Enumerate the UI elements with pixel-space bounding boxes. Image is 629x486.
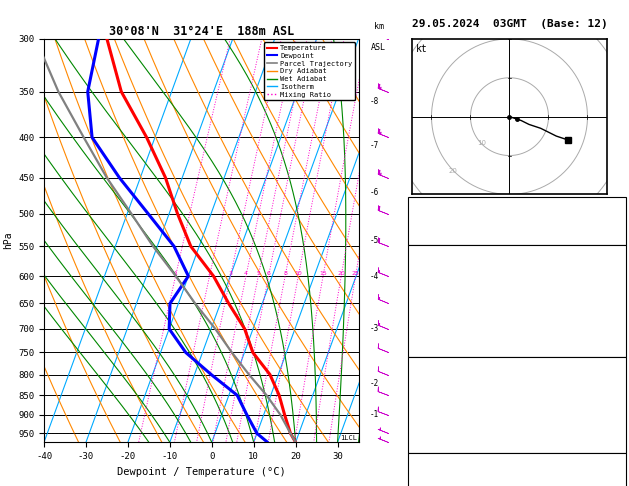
Text: CIN (J): CIN (J) (411, 441, 451, 450)
Text: -1: -1 (369, 410, 379, 419)
Legend: Temperature, Dewpoint, Parcel Trajectory, Dry Adiabat, Wet Adiabat, Isotherm, Mi: Temperature, Dewpoint, Parcel Trajectory… (264, 42, 355, 100)
Text: ASL: ASL (371, 43, 386, 52)
Text: -92: -92 (596, 473, 613, 482)
Text: 3: 3 (228, 271, 233, 276)
Text: Hodograph: Hodograph (491, 458, 543, 467)
Text: Lifted Index: Lifted Index (411, 312, 480, 321)
Text: -6: -6 (369, 188, 379, 197)
Text: 5: 5 (608, 409, 613, 417)
Text: 4: 4 (244, 271, 248, 276)
Text: EH: EH (411, 473, 422, 482)
Text: Pressure (mb): Pressure (mb) (411, 377, 486, 385)
Text: CAPE (J): CAPE (J) (411, 329, 457, 337)
Text: -3: -3 (369, 324, 379, 333)
Text: 10: 10 (477, 139, 486, 146)
Text: -8: -8 (369, 97, 379, 106)
Text: © weatheronline.co.uk: © weatheronline.co.uk (460, 465, 573, 474)
Text: PW (cm): PW (cm) (411, 235, 451, 244)
Text: 321: 321 (596, 393, 613, 401)
Text: -2: -2 (369, 379, 379, 387)
Text: 0: 0 (608, 425, 613, 434)
Text: 1LCL: 1LCL (340, 435, 357, 441)
Text: θₑ (K): θₑ (K) (411, 393, 445, 401)
Text: 0: 0 (608, 345, 613, 353)
Text: kt: kt (416, 44, 428, 53)
Text: 321: 321 (596, 296, 613, 305)
Text: Most Unstable: Most Unstable (479, 362, 554, 371)
Text: 20: 20 (337, 271, 345, 276)
Text: Surface: Surface (497, 250, 537, 259)
Text: Lifted Index: Lifted Index (411, 409, 480, 417)
Text: -7: -7 (369, 141, 379, 150)
Text: K: K (411, 203, 416, 212)
Text: 40: 40 (602, 219, 613, 228)
Text: CIN (J): CIN (J) (411, 345, 451, 353)
Text: 20: 20 (449, 168, 458, 174)
Text: 29.05.2024  03GMT  (Base: 12): 29.05.2024 03GMT (Base: 12) (412, 19, 608, 30)
Text: 5: 5 (608, 312, 613, 321)
Text: θₑ(K): θₑ(K) (411, 296, 440, 305)
Text: CAPE (J): CAPE (J) (411, 425, 457, 434)
Text: -4: -4 (369, 272, 379, 280)
Text: 6: 6 (267, 271, 270, 276)
Y-axis label: hPa: hPa (3, 232, 13, 249)
Text: 2: 2 (208, 271, 211, 276)
X-axis label: Dewpoint / Temperature (°C): Dewpoint / Temperature (°C) (117, 467, 286, 477)
Text: 975: 975 (596, 377, 613, 385)
Text: 1: 1 (174, 271, 177, 276)
Text: 0: 0 (608, 329, 613, 337)
Text: km: km (374, 22, 384, 31)
Title: 30°08'N  31°24'E  188m ASL: 30°08'N 31°24'E 188m ASL (109, 25, 294, 38)
Text: 3: 3 (608, 203, 613, 212)
Text: Dewp (°C): Dewp (°C) (411, 280, 462, 289)
Text: 20: 20 (602, 264, 613, 273)
Text: 0: 0 (608, 441, 613, 450)
Text: Totals Totals: Totals Totals (411, 219, 486, 228)
Text: 5: 5 (257, 271, 260, 276)
Text: 25: 25 (352, 271, 360, 276)
Text: 8: 8 (283, 271, 287, 276)
Text: 13.3: 13.3 (590, 280, 613, 289)
Text: 15: 15 (319, 271, 327, 276)
Text: -5: -5 (369, 236, 379, 244)
Text: 1.65: 1.65 (590, 235, 613, 244)
Text: 10: 10 (294, 271, 302, 276)
Text: Temp (°C): Temp (°C) (411, 264, 462, 273)
